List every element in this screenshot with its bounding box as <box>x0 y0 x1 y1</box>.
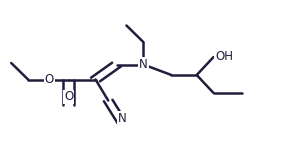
Text: O: O <box>45 73 54 86</box>
Text: OH: OH <box>215 51 233 63</box>
Text: N: N <box>139 58 148 71</box>
Text: N: N <box>118 111 127 124</box>
Text: O: O <box>64 90 73 104</box>
